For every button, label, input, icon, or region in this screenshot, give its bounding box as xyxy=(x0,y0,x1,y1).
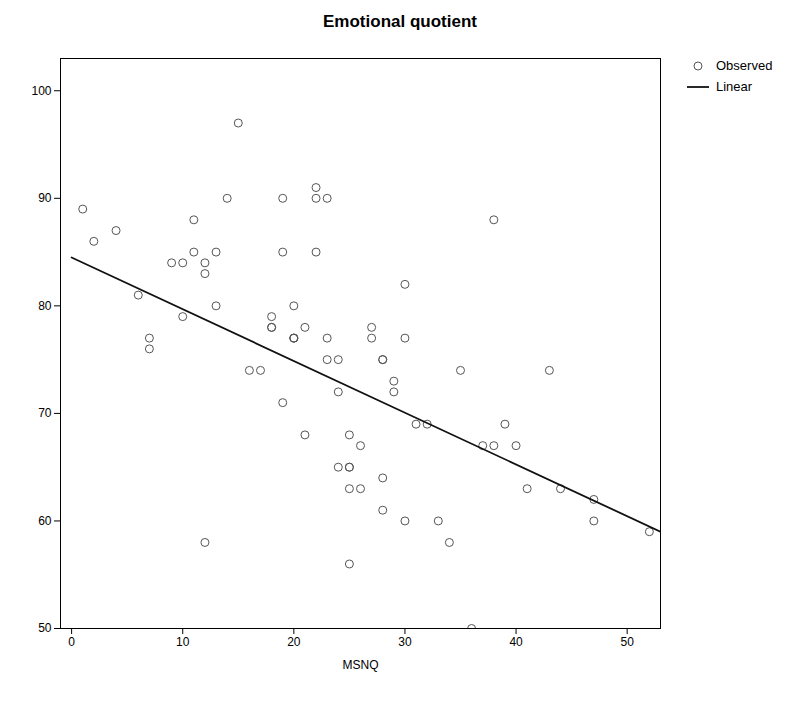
svg-text:20: 20 xyxy=(287,635,301,649)
html-text:Observed: Observed xyxy=(716,58,773,73)
svg-text:MSNQ: MSNQ xyxy=(343,658,379,672)
svg-text:0: 0 xyxy=(68,635,75,649)
svg-text:80: 80 xyxy=(38,299,52,313)
svg-text:50: 50 xyxy=(38,621,52,635)
html-text:Linear: Linear xyxy=(716,79,753,94)
svg-text:40: 40 xyxy=(509,635,523,649)
html-text:Emotional quotient: Emotional quotient xyxy=(323,12,477,31)
svg-text:100: 100 xyxy=(31,84,51,98)
svg-text:60: 60 xyxy=(38,514,52,528)
svg-text:50: 50 xyxy=(620,635,634,649)
svg-text:90: 90 xyxy=(38,191,52,205)
svg-text:10: 10 xyxy=(176,635,190,649)
svg-text:30: 30 xyxy=(398,635,412,649)
svg-text:70: 70 xyxy=(38,406,52,420)
